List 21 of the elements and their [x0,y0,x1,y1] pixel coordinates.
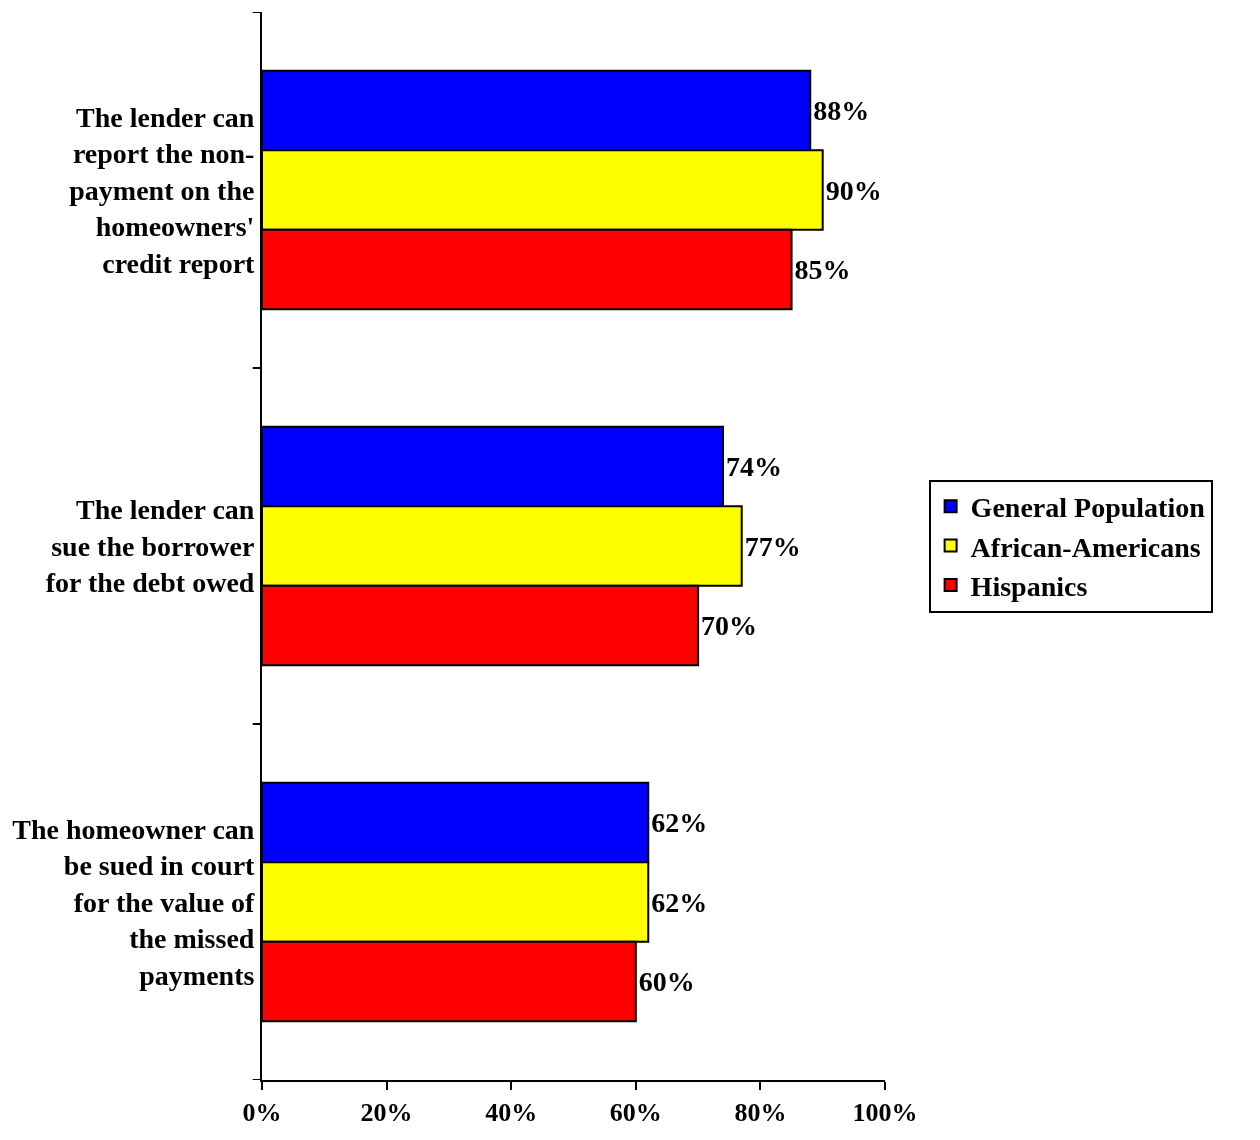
y-tick-label: The lender can sue the borrower for the debt owed [45,494,255,599]
legend-label: General Population [970,492,1206,524]
y-tick-label: The homeowner can be sued in court for the value of the missed payments [12,814,256,991]
data-label: 60% [638,966,695,998]
data-label: 88% [813,95,870,126]
y-tick-label: The lender can report the non-payment on the homeowners' credit report [69,102,256,279]
x-tick-label: 20% [360,1098,413,1128]
data-label: 70% [701,610,758,642]
data-label: 85% [794,254,851,286]
data-label: 62% [651,886,708,918]
x-tick-label: 40% [485,1098,538,1128]
x-tick-label: 0% [242,1098,282,1128]
x-tick-label: 100% [852,1098,918,1128]
legend-label: African-Americans [970,531,1201,563]
data-label: 62% [651,806,708,838]
data-label: 74% [726,450,783,482]
x-tick-label: 80% [734,1098,787,1128]
x-tick-label: 60% [609,1098,662,1128]
legend-label: Hispanics [970,570,1088,602]
data-label: 90% [825,174,882,206]
data-label: 77% [744,530,801,562]
